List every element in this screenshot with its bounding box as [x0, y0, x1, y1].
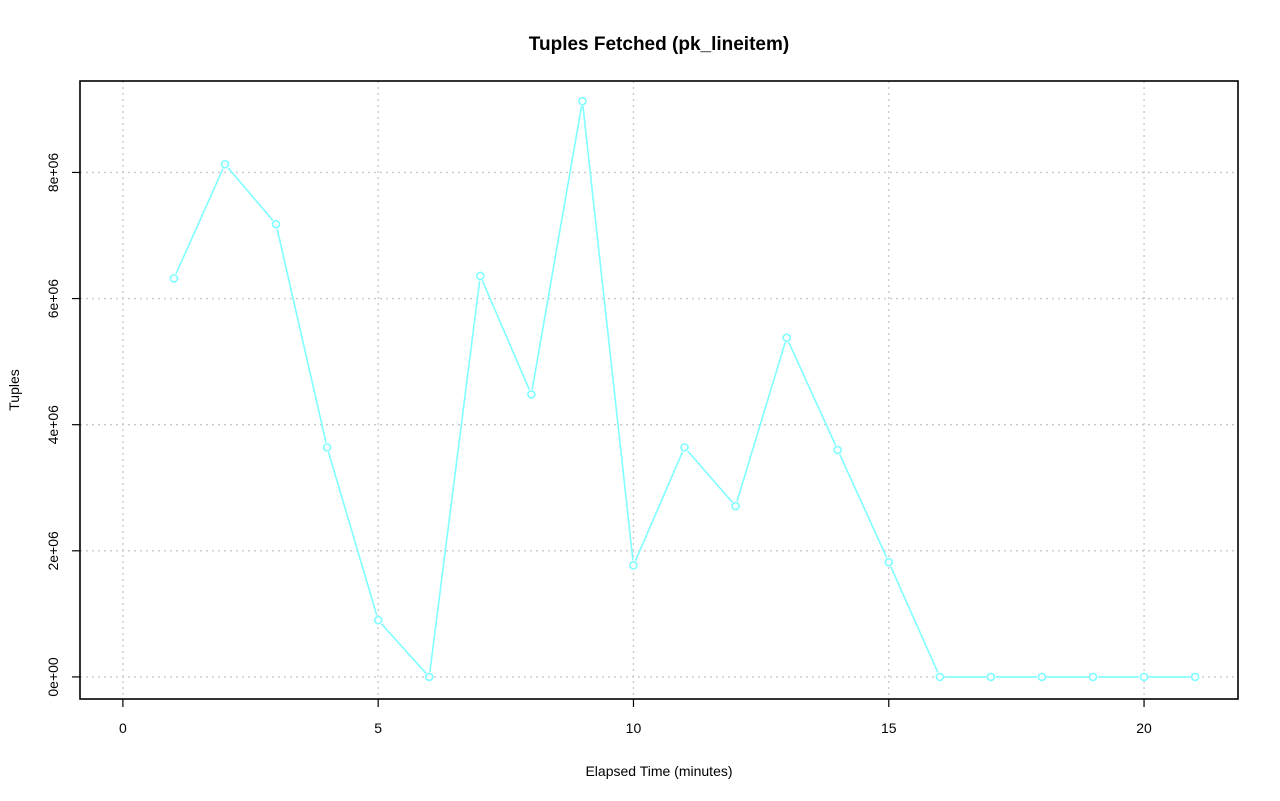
- series-0-point-14: [884, 557, 894, 567]
- series-0-point-16: [986, 672, 996, 682]
- series-0-point-13: [833, 445, 843, 455]
- series-0-point-7: [527, 390, 536, 399]
- series-0-segment-11: [736, 342, 786, 502]
- series-0-segment-13: [839, 454, 888, 558]
- y-tick-label-0: 0e+00: [45, 657, 61, 697]
- x-tick-label-3: 15: [881, 720, 897, 736]
- series-layer: [169, 96, 1200, 682]
- series-0-point-6: [475, 271, 485, 281]
- y-axis-label: Tuples: [6, 369, 22, 411]
- series-0-segment-12: [787, 341, 837, 446]
- series-0-point-10: [680, 443, 689, 452]
- series-0-segment-9: [634, 451, 684, 562]
- series-0-segment-4: [380, 623, 427, 674]
- series-0-segment-14: [890, 566, 939, 673]
- series-0-point-18: [1088, 672, 1098, 682]
- y-tick-label-2: 4e+06: [45, 405, 61, 445]
- series-0-point-15: [935, 672, 945, 682]
- series-0-segment-6: [481, 280, 531, 391]
- series-0-point-12: [782, 333, 791, 342]
- y-tick-label-1: 2e+06: [45, 531, 61, 571]
- series-0-segment-0: [175, 168, 224, 275]
- x-tick-label-4: 20: [1136, 720, 1152, 736]
- x-tick-label-1: 5: [374, 720, 382, 736]
- x-axis-label: Elapsed Time (minutes): [585, 763, 732, 779]
- series-0-point-17: [1037, 672, 1047, 682]
- y-tick-label-4: 8e+06: [45, 153, 61, 193]
- x-tick-label-2: 10: [626, 720, 642, 736]
- series-0-point-20: [1190, 672, 1200, 682]
- series-0-segment-8: [582, 106, 634, 561]
- plot-area-frame: [79, 80, 1239, 700]
- series-0-point-9: [629, 561, 638, 570]
- series-0-point-2: [271, 219, 281, 229]
- series-0-point-19: [1139, 672, 1149, 682]
- x-tick-label-0: 0: [119, 720, 127, 736]
- series-0-segment-2: [276, 228, 327, 443]
- series-0-segment-5: [429, 280, 481, 673]
- series-0-segment-3: [327, 451, 378, 616]
- series-0-point-8: [578, 96, 587, 106]
- series-0-point-11: [731, 501, 740, 511]
- y-tick-label-3: 6e+06: [45, 279, 61, 319]
- axis-layer: 0 5 10 15 20 0e+00 2e+06 4e+06 6e+06 8e+06: [45, 153, 1152, 736]
- chart-title: Tuples Fetched (pk_lineitem): [529, 34, 789, 55]
- series-0-segment-10: [687, 450, 733, 503]
- series-0-segment-7: [531, 105, 583, 390]
- grid-layer: [80, 81, 1238, 699]
- series-0-segment-1: [227, 167, 274, 221]
- series-0-point-1: [220, 159, 230, 169]
- series-0-point-3: [322, 443, 332, 452]
- series-0-point-4: [373, 615, 383, 625]
- series-0-point-0: [169, 274, 179, 283]
- series-0-point-5: [424, 672, 434, 682]
